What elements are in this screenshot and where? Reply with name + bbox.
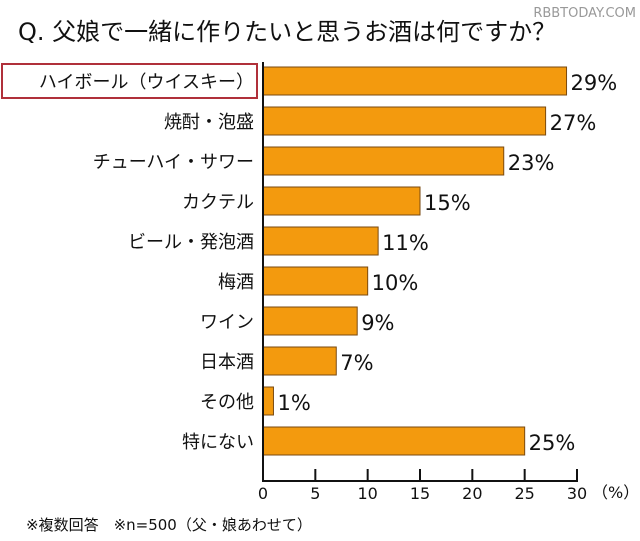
x-tick-label: 5: [310, 484, 320, 503]
bar: [262, 106, 547, 136]
bar: [262, 426, 526, 456]
x-tick-label: 20: [462, 484, 482, 503]
bar: [262, 386, 274, 416]
x-tick-label: 15: [410, 484, 430, 503]
x-tick-label: 30: [567, 484, 587, 503]
bar: [262, 266, 369, 296]
data-label: 7%: [340, 351, 373, 375]
bar: [262, 146, 505, 176]
category-label: 特にない: [182, 432, 254, 453]
data-label: 15%: [424, 191, 471, 215]
category-label: ワイン: [200, 312, 254, 333]
data-label: 27%: [550, 111, 597, 135]
category-label: 梅酒: [218, 272, 254, 293]
data-label: 10%: [372, 271, 419, 295]
bar: [262, 226, 379, 256]
category-label: カクテル: [182, 192, 254, 213]
data-label: 1%: [277, 391, 310, 415]
bar: [262, 346, 337, 376]
bar: [262, 66, 568, 96]
bar: [262, 306, 358, 336]
category-label: ビール・発泡酒: [128, 232, 254, 253]
x-tick-label: 0: [258, 484, 268, 503]
watermark: RBBTODAY.COM: [533, 6, 636, 21]
category-label: その他: [200, 392, 254, 413]
category-label: 日本酒: [200, 352, 254, 373]
data-label: 9%: [361, 311, 394, 335]
highlight-box: [1, 63, 258, 99]
x-axis-unit: （%）: [592, 483, 639, 502]
x-tick-label: 10: [357, 484, 377, 503]
footnote: ※複数回答 ※n=500（父・娘あわせて）: [26, 516, 312, 534]
data-label: 11%: [382, 231, 429, 255]
category-label: チューハイ・サワー: [93, 152, 254, 173]
data-label: 29%: [571, 71, 618, 95]
chart-title: Q. 父娘で一緒に作りたいと思うお酒は何ですか？: [18, 18, 556, 46]
x-tick-label: 25: [514, 484, 534, 503]
bar: [262, 186, 421, 216]
data-label: 25%: [529, 431, 576, 455]
data-label: 23%: [508, 151, 555, 175]
category-label: 焼酎・泡盛: [164, 112, 254, 133]
category-label: ハイボール（ウイスキー）: [39, 72, 254, 93]
